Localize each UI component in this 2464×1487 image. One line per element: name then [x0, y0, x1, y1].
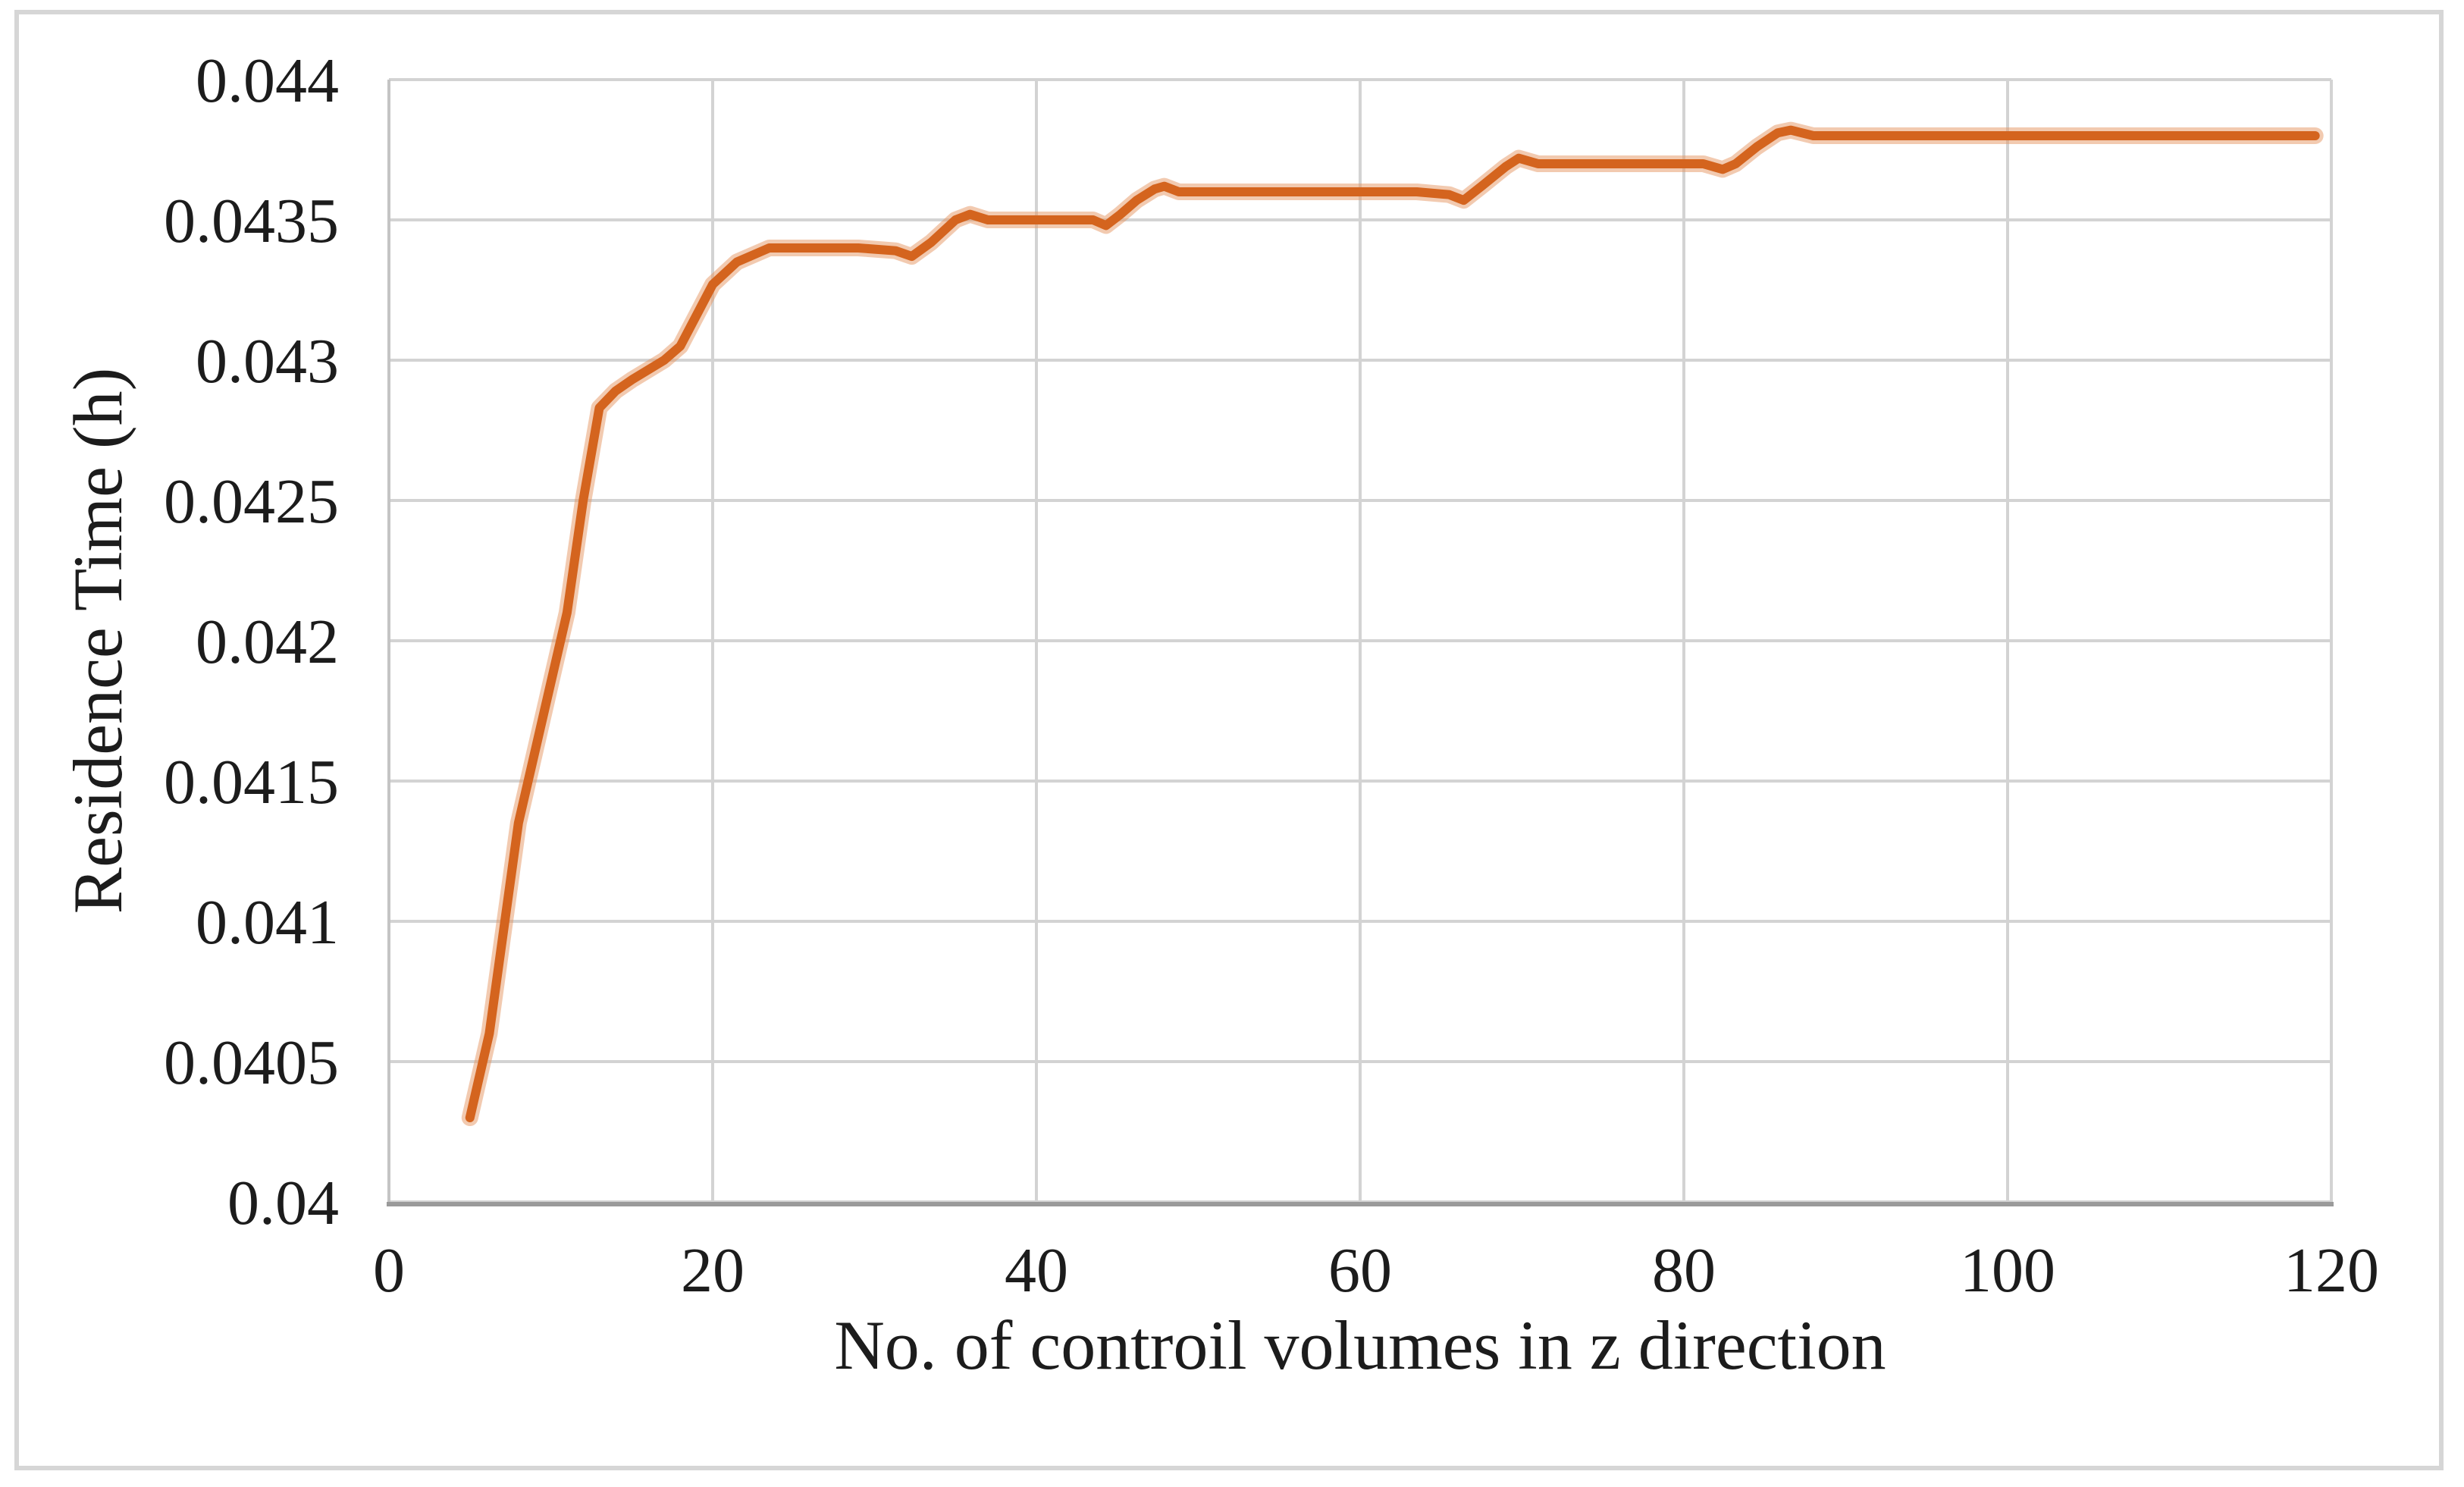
- figure-border: [14, 10, 2444, 1470]
- y-tick-label: 0.0415: [164, 747, 339, 817]
- y-tick-label: 0.041: [196, 887, 339, 958]
- gridlines-layer: [389, 78, 2333, 1203]
- axis-lines-layer: [387, 80, 2334, 1206]
- y-tick-label: 0.042: [196, 607, 339, 677]
- x-tick-label: 100: [1960, 1235, 2055, 1306]
- x-tick-label: 60: [1328, 1235, 1392, 1306]
- y-tick-label: 0.0405: [164, 1027, 339, 1098]
- series-line: [465, 125, 2320, 1122]
- y-tick-label: 0.043: [196, 326, 339, 397]
- x-tick-label: 0: [373, 1235, 405, 1306]
- x-tick-label: 40: [1005, 1235, 1068, 1306]
- x-tick-label: 120: [2284, 1235, 2379, 1306]
- series-layer: [461, 121, 2324, 1126]
- y-tick-label: 0.04: [227, 1168, 339, 1238]
- x-axis-title: No. of controil volumes in z direction: [834, 1307, 1886, 1384]
- x-tick-label: 20: [681, 1235, 745, 1306]
- x-tick-label: 80: [1652, 1235, 1716, 1306]
- y-axis-title: Residence Time (h): [59, 368, 136, 914]
- y-tick-label: 0.0425: [164, 466, 339, 537]
- series-line-halo: [461, 121, 2324, 1126]
- y-tick-label: 0.0435: [164, 186, 339, 256]
- tick-labels-layer: 0.044 0.0435 0.043 0.0425 0.042 0.0415 0.041 0.…: [164, 45, 2379, 1306]
- y-tick-label: 0.044: [196, 45, 339, 116]
